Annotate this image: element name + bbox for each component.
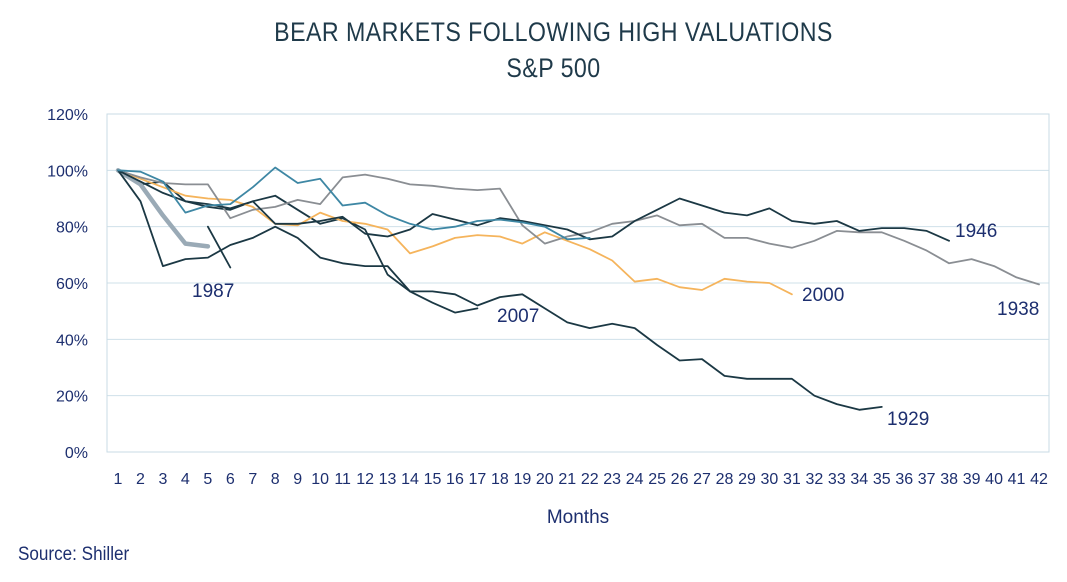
x-axis-label: Months [547, 507, 609, 528]
x-tick-label: 15 [424, 471, 442, 488]
chart-title: BEAR MARKETS FOLLOWING HIGH VALUATIONS [274, 17, 833, 47]
x-tick-label: 37 [918, 471, 936, 488]
series-line-steel [117, 166, 591, 241]
x-tick-label: 23 [603, 471, 621, 488]
series-line-2007 [117, 169, 479, 314]
x-tick-label: 35 [873, 471, 891, 488]
series-lines [115, 166, 1040, 411]
x-tick-label: 14 [401, 471, 419, 488]
x-tick-label: 27 [693, 471, 711, 488]
y-tick-label: 20% [56, 389, 88, 406]
y-tick-label: 60% [56, 276, 88, 293]
series-line-1987-spike [206, 225, 232, 269]
x-tick-label: 19 [513, 471, 531, 488]
y-tick-label: 40% [56, 332, 88, 349]
x-tick-label: 18 [491, 471, 509, 488]
series-line-1987 [115, 168, 211, 249]
x-tick-label: 21 [558, 471, 576, 488]
x-tick-label: 32 [805, 471, 823, 488]
y-tick-label: 100% [47, 163, 88, 180]
x-tick-label: 29 [738, 471, 756, 488]
series-label-1946: 1946 [955, 221, 997, 242]
x-tick-label: 11 [334, 471, 351, 488]
x-tick-label: 20 [536, 471, 554, 488]
x-tick-label: 25 [648, 471, 666, 488]
y-tick-label: 0% [65, 445, 88, 462]
x-tick-label: 13 [379, 471, 397, 488]
y-tick-label: 120% [47, 107, 88, 124]
x-tick-label: 26 [671, 471, 689, 488]
x-tick-label: 10 [311, 471, 329, 488]
x-tick-label: 12 [356, 471, 374, 488]
x-tick-label: 30 [761, 471, 779, 488]
series-labels: 1987 2007 2000 1938 1946 1929 [192, 221, 1039, 430]
x-tick-label: 34 [850, 471, 868, 488]
x-tick-label: 33 [828, 471, 846, 488]
x-tick-label: 8 [271, 471, 280, 488]
x-tick-label: 38 [940, 471, 958, 488]
x-tick-label: 6 [226, 471, 235, 488]
x-tick-label: 40 [985, 471, 1003, 488]
x-tick-label: 2 [136, 471, 145, 488]
x-tick-label: 1 [114, 471, 123, 488]
grid-lines [107, 113, 1049, 453]
x-tick-label: 5 [203, 471, 212, 488]
x-tick-label: 39 [963, 471, 981, 488]
x-tick-label: 17 [469, 471, 487, 488]
x-tick-label: 28 [716, 471, 734, 488]
series-label-1929: 1929 [887, 409, 929, 430]
chart-subtitle: S&P 500 [506, 53, 601, 83]
series-label-1987: 1987 [192, 281, 234, 302]
x-tick-label: 4 [181, 471, 190, 488]
x-tick-label: 31 [783, 471, 801, 488]
series-line-1946 [117, 169, 950, 242]
x-tick-label: 22 [581, 471, 599, 488]
x-tick-label: 3 [158, 471, 167, 488]
series-label-2007: 2007 [497, 306, 539, 327]
series-line-2000 [117, 169, 793, 296]
x-tick-label: 16 [446, 471, 464, 488]
y-axis-ticks: 0% 20% 40% 60% 80% 100% 120% [47, 107, 88, 462]
x-tick-label: 9 [293, 471, 302, 488]
source-note: Source: Shiller [18, 544, 130, 565]
plot-area-frame [106, 113, 1050, 453]
chart-title-block: BEAR MARKETS FOLLOWING HIGH VALUATIONS S… [0, 14, 1067, 86]
y-tick-label: 80% [56, 220, 88, 237]
x-tick-label: 36 [895, 471, 913, 488]
x-axis-ticks: 1 2 3 4 5 6 7 8 9 10 11 12 13 14 15 16 17 18 19 20 21 22 23 24 2… [114, 471, 1048, 488]
x-tick-label: 42 [1030, 471, 1048, 488]
x-tick-label: 24 [626, 471, 644, 488]
series-label-1938: 1938 [997, 299, 1039, 320]
x-tick-label: 41 [1008, 471, 1026, 488]
series-label-2000: 2000 [802, 285, 844, 306]
x-tick-label: 7 [248, 471, 257, 488]
